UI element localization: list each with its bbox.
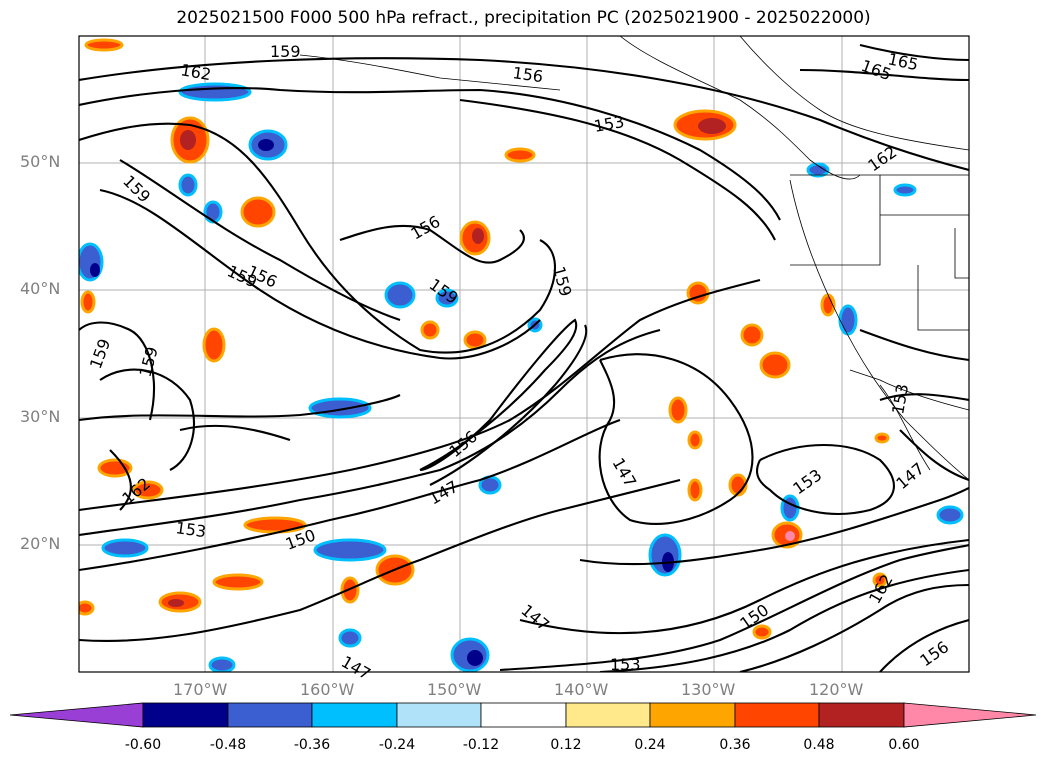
colorbar-bin xyxy=(142,702,229,728)
colorbar-overflow-triangle xyxy=(903,702,1037,728)
colorbar-tick-label: -0.60 xyxy=(124,737,162,753)
contour-label: 159 xyxy=(270,42,301,61)
colorbar-bin xyxy=(649,702,736,728)
colorbar-underflow-triangle xyxy=(9,702,144,728)
lon-label: 150°W xyxy=(427,680,482,699)
colorbar-bin xyxy=(818,702,905,728)
colorbar-bin xyxy=(227,702,313,728)
lon-label: 130°W xyxy=(681,680,736,699)
colorbar-tick-label: -0.36 xyxy=(293,737,331,753)
lon-label: 170°W xyxy=(173,680,228,699)
colorbar-bin xyxy=(734,702,820,728)
lon-label: 140°W xyxy=(554,680,609,699)
colorbar-bin xyxy=(396,702,482,728)
colorbar-bin xyxy=(480,702,567,728)
colorbar-tick-label: 0.24 xyxy=(634,737,666,753)
colorbar-tick-label: 0.60 xyxy=(888,737,920,753)
refractivity-contours xyxy=(79,43,969,672)
contour-label: 156 xyxy=(511,63,544,86)
lat-label: 50°N xyxy=(20,152,61,171)
colorbar-bin xyxy=(565,702,651,728)
colorbar-tick-label: -0.12 xyxy=(462,737,500,753)
plot-frame xyxy=(78,35,970,673)
contour-label: 153 xyxy=(610,655,641,674)
colorbar-tick-label: -0.24 xyxy=(378,737,416,753)
lon-label: 120°W xyxy=(809,680,864,699)
lat-label: 30°N xyxy=(20,407,61,426)
contour-label: 153 xyxy=(174,518,207,541)
colorbar xyxy=(9,702,1037,728)
colorbar-tick-label: 0.12 xyxy=(550,737,582,753)
precipitation-anomalies xyxy=(79,38,964,672)
lat-label: 20°N xyxy=(20,534,61,553)
coastlines xyxy=(299,36,969,481)
lat-label: 40°N xyxy=(20,279,61,298)
lon-label: 160°W xyxy=(300,680,355,699)
map-title: 2025021500 F000 500 hPa refract., precip… xyxy=(176,8,871,28)
colorbar-bin xyxy=(311,702,398,728)
colorbar-tick-label: -0.48 xyxy=(209,737,247,753)
colorbar-tick-label: 0.48 xyxy=(803,737,835,753)
colorbar-tick-label: 0.36 xyxy=(719,737,751,753)
